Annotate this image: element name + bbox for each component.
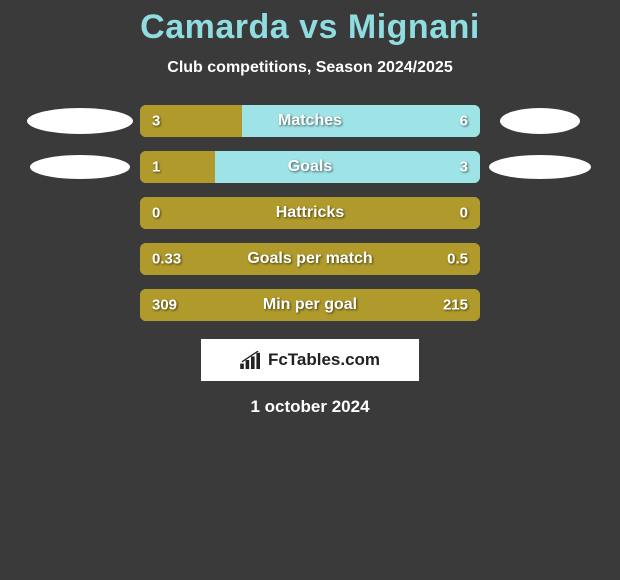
logo-col-left <box>20 108 140 134</box>
date-label: 1 october 2024 <box>0 397 620 417</box>
team-logo-left <box>27 108 133 134</box>
team-logo-left <box>30 155 130 179</box>
stat-row: 13Goals <box>0 151 620 183</box>
comparison-card: Camarda vs Mignani Club competitions, Se… <box>0 0 620 417</box>
stat-bar: 309215Min per goal <box>140 289 480 321</box>
stat-label: Goals <box>140 158 480 176</box>
stat-label: Matches <box>140 112 480 130</box>
stat-bar: 0.330.5Goals per match <box>140 243 480 275</box>
chart-icon <box>240 351 262 369</box>
stats-list: 36Matches 13Goals 00Hattricks 0.330.5Goals … <box>0 105 620 321</box>
stat-bar: 13Goals <box>140 151 480 183</box>
team-logo-right <box>489 155 591 179</box>
logo-col-right <box>480 155 600 179</box>
stat-row: 0.330.5Goals per match <box>0 243 620 275</box>
stat-label: Goals per match <box>140 250 480 268</box>
attribution-badge: FcTables.com <box>201 339 419 381</box>
stat-label: Hattricks <box>140 204 480 222</box>
logo-col-right <box>480 108 600 134</box>
team-logo-right <box>500 108 580 134</box>
stat-bar: 00Hattricks <box>140 197 480 229</box>
stat-bar: 36Matches <box>140 105 480 137</box>
stat-label: Min per goal <box>140 296 480 314</box>
attribution-text: FcTables.com <box>268 350 380 370</box>
logo-col-left <box>20 155 140 179</box>
stat-row: 309215Min per goal <box>0 289 620 321</box>
page-title: Camarda vs Mignani <box>0 8 620 47</box>
subtitle: Club competitions, Season 2024/2025 <box>0 59 620 77</box>
stat-row: 00Hattricks <box>0 197 620 229</box>
stat-row: 36Matches <box>0 105 620 137</box>
